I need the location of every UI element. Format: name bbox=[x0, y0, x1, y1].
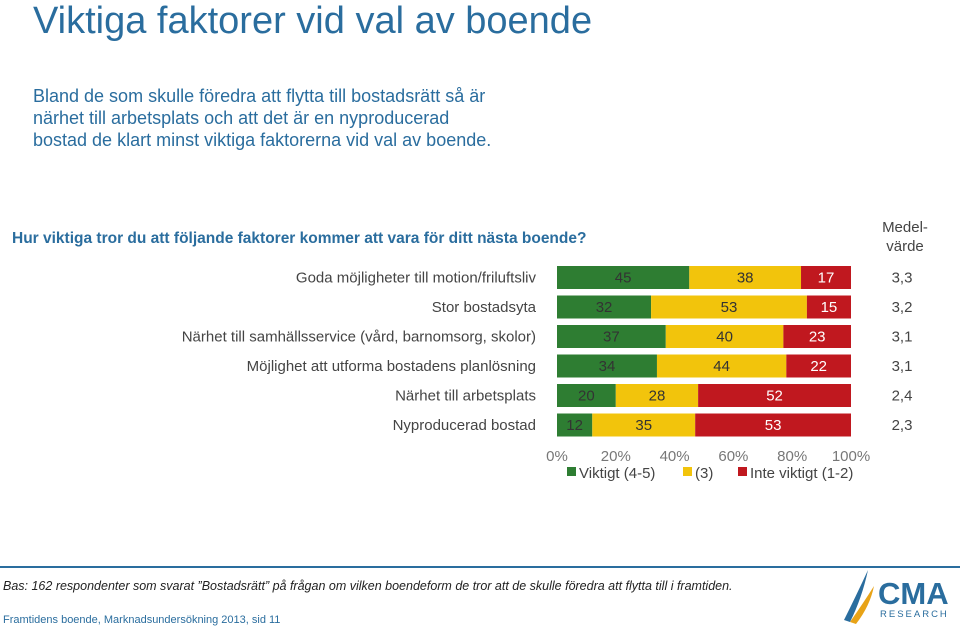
source-note: Framtidens boende, Marknadsundersökning … bbox=[3, 614, 281, 626]
logo-name: CMA bbox=[878, 576, 949, 611]
x-tick-label: 100% bbox=[832, 448, 870, 465]
data-label: 53 bbox=[765, 417, 782, 434]
data-label: 45 bbox=[615, 270, 632, 287]
bar-segment bbox=[557, 413, 593, 437]
legend-label: Inte viktigt (1-2) bbox=[750, 465, 853, 482]
legend-swatch bbox=[683, 467, 692, 476]
mean-value: 3,1 bbox=[892, 358, 913, 375]
cma-research-logo: CMA RESEARCH bbox=[844, 570, 949, 624]
data-label: 37 bbox=[603, 329, 620, 346]
category-label: Möjlighet att utforma bostadens planlösn… bbox=[247, 358, 536, 375]
data-label: 44 bbox=[713, 358, 730, 375]
mean-value: 3,1 bbox=[892, 329, 913, 346]
bar-segment bbox=[806, 295, 851, 319]
data-label: 35 bbox=[635, 417, 652, 434]
category-label: Nyproducerad bostad bbox=[393, 417, 536, 434]
category-label: Stor bostadsyta bbox=[432, 299, 537, 316]
bar-segment bbox=[557, 295, 652, 319]
legend-label: (3) bbox=[695, 465, 713, 482]
data-label: 17 bbox=[818, 270, 835, 287]
footer-divider bbox=[0, 566, 960, 568]
bar-segment bbox=[786, 354, 851, 378]
logo-swoosh-blue bbox=[844, 570, 868, 622]
bar-segment bbox=[689, 266, 802, 289]
data-label: 15 bbox=[821, 299, 838, 316]
base-note: Bas: 162 respondenter som svarat ”Bostad… bbox=[3, 579, 733, 593]
bar-segment bbox=[615, 384, 699, 407]
x-tick-label: 60% bbox=[718, 448, 748, 465]
data-label: 40 bbox=[716, 329, 733, 346]
mean-value: 3,2 bbox=[892, 299, 913, 316]
data-label: 20 bbox=[578, 388, 595, 405]
bar-segment bbox=[557, 384, 616, 407]
bar-segment bbox=[557, 266, 690, 289]
bar-segment bbox=[656, 354, 787, 378]
x-tick-label: 40% bbox=[660, 448, 690, 465]
category-label: Närhet till samhällsservice (vård, barno… bbox=[182, 329, 536, 346]
data-label: 23 bbox=[809, 329, 826, 346]
data-label: 12 bbox=[566, 417, 583, 434]
legend-swatch bbox=[738, 467, 747, 476]
category-label: Goda möjligheter till motion/friluftsliv bbox=[296, 270, 537, 287]
bar-segment bbox=[557, 325, 666, 348]
bar-segment bbox=[651, 295, 807, 319]
survey-question: Hur viktiga tror du att följande faktore… bbox=[12, 230, 587, 247]
data-label: 52 bbox=[766, 388, 783, 405]
x-tick-label: 0% bbox=[546, 448, 568, 465]
intro-text: Bland de som skulle föredra att flytta t… bbox=[33, 86, 492, 150]
data-label: 32 bbox=[596, 299, 613, 316]
data-label: 34 bbox=[599, 358, 616, 375]
mean-column-header: Medel- värde bbox=[882, 219, 928, 255]
bar-segment bbox=[665, 325, 784, 348]
data-label: 22 bbox=[810, 358, 827, 375]
data-label: 28 bbox=[649, 388, 666, 405]
mean-value: 2,3 bbox=[892, 417, 913, 434]
bar-segment bbox=[592, 413, 696, 437]
bar-segment bbox=[801, 266, 851, 289]
bar-segment bbox=[557, 354, 657, 378]
x-tick-label: 80% bbox=[777, 448, 807, 465]
mean-value: 3,3 bbox=[892, 270, 913, 287]
legend-label: Viktigt (4-5) bbox=[579, 465, 655, 482]
bar-segment bbox=[695, 413, 851, 437]
logo-sub: RESEARCH bbox=[880, 609, 949, 620]
page-title: Viktiga faktorer vid val av boende bbox=[33, 0, 593, 42]
x-tick-label: 20% bbox=[601, 448, 631, 465]
mean-value: 2,4 bbox=[892, 388, 913, 405]
category-label: Närhet till arbetsplats bbox=[395, 388, 536, 405]
bar-segment bbox=[698, 384, 851, 407]
bar-segment bbox=[783, 325, 851, 348]
stacked-bar-chart: Goda möjligheter till motion/friluftsliv… bbox=[182, 266, 913, 482]
legend-swatch bbox=[567, 467, 576, 476]
data-label: 53 bbox=[721, 299, 738, 316]
logo-swoosh-orange bbox=[850, 586, 874, 624]
data-label: 38 bbox=[737, 270, 754, 287]
